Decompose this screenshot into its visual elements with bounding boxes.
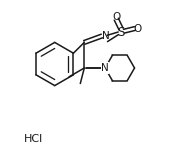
Text: O: O <box>134 24 142 34</box>
Text: HCl: HCl <box>24 134 44 144</box>
Text: O: O <box>112 12 120 22</box>
Text: N: N <box>101 63 109 73</box>
Text: N: N <box>100 63 107 73</box>
Text: N: N <box>102 31 109 41</box>
Text: S: S <box>117 25 125 39</box>
